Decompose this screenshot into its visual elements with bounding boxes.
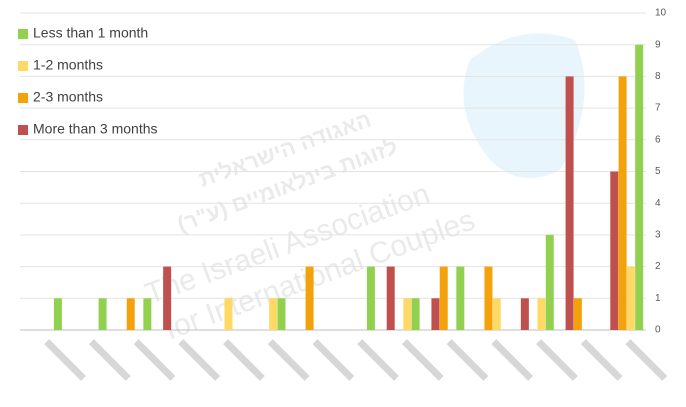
bar [492,298,501,330]
bar [618,76,627,331]
y-tick-label: 8 [655,71,661,82]
category-labels [44,339,668,381]
bar [143,298,152,330]
y-tick-label: 0 [655,325,661,336]
blurred-category-label [267,339,310,381]
blurred-category-label [223,339,265,381]
legend-label: 2-3 months [33,89,103,105]
bar [305,266,314,330]
blurred-category-label [88,339,131,381]
legend-swatch [18,93,28,103]
legend-label: Less than 1 month [33,25,148,41]
blurred-category-label [178,339,221,381]
y-tick-label: 3 [655,230,661,241]
bar [520,298,529,330]
blurred-category-label [133,339,176,381]
legend-swatch [18,61,28,71]
bar [277,298,286,330]
y-tick-label: 2 [655,261,661,272]
y-tick-label: 1 [655,293,661,304]
bar [411,298,420,330]
y-tick-label: 6 [655,134,661,145]
blurred-category-label [401,339,444,381]
bar [403,298,412,330]
legend-label: More than 3 months [33,121,158,137]
bar [386,266,395,330]
bar [635,44,644,330]
legend-swatch [18,29,28,39]
blurred-category-label [44,339,86,381]
y-tick-label: 9 [655,39,661,50]
bar [224,298,233,330]
bar [439,266,448,330]
bar [573,298,582,330]
legend-swatch [18,125,28,135]
bar [431,298,440,330]
bar [484,266,493,330]
bar [565,76,574,331]
bar [163,266,172,330]
bar [610,171,619,330]
blurred-category-label [580,339,623,381]
watermark-logo [463,33,585,179]
bar [269,298,278,330]
bar [98,298,107,330]
blurred-category-label [625,339,668,381]
blurred-category-label [491,339,534,381]
blurred-category-label [312,339,355,381]
blurred-category-label [536,339,578,381]
bar [626,266,635,330]
bar [366,266,375,330]
y-tick-label: 10 [655,8,667,19]
y-tick-label: 7 [655,103,661,114]
y-tick-label: 4 [655,198,661,209]
blurred-category-label [446,339,489,381]
blurred-category-label [357,339,399,381]
bar [126,298,135,330]
y-tick-label: 5 [655,166,661,177]
bar [456,266,465,330]
legend-label: 1-2 months [33,57,103,73]
bar [545,234,554,330]
bar [53,298,62,330]
bar [537,298,546,330]
